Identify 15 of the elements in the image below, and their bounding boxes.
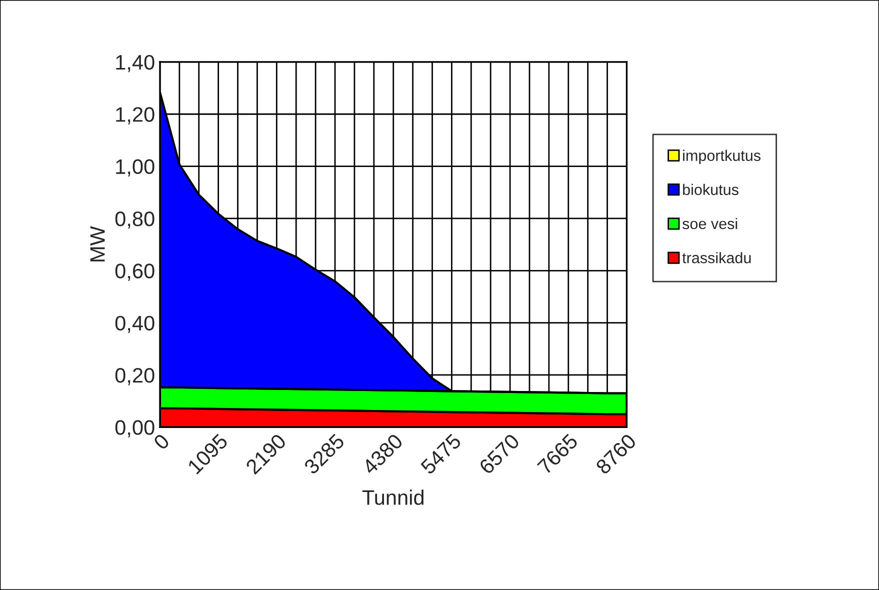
x-axis-title: Tunnid [362, 490, 424, 505]
y-tick-label: 1,40 [116, 54, 154, 72]
y-axis-title: MW [90, 226, 105, 262]
y-tick-label: 1,00 [116, 159, 154, 177]
y-tick-label: 0,40 [115, 316, 154, 334]
x-tick-label: 0 [152, 432, 170, 450]
legend-label: soe vesi [682, 218, 738, 230]
legend-label: importkutus [683, 150, 760, 164]
y-tick-label: 0,20 [115, 368, 154, 386]
y-tick-label: 0,00 [115, 420, 154, 438]
y-tick-label: 0,60 [115, 264, 154, 281]
legend-label: trassikadu [682, 252, 751, 264]
legend-label: biokutus [683, 184, 738, 196]
y-tick-label: 1,20 [116, 107, 154, 124]
y-tick-label: 0,80 [115, 211, 154, 229]
